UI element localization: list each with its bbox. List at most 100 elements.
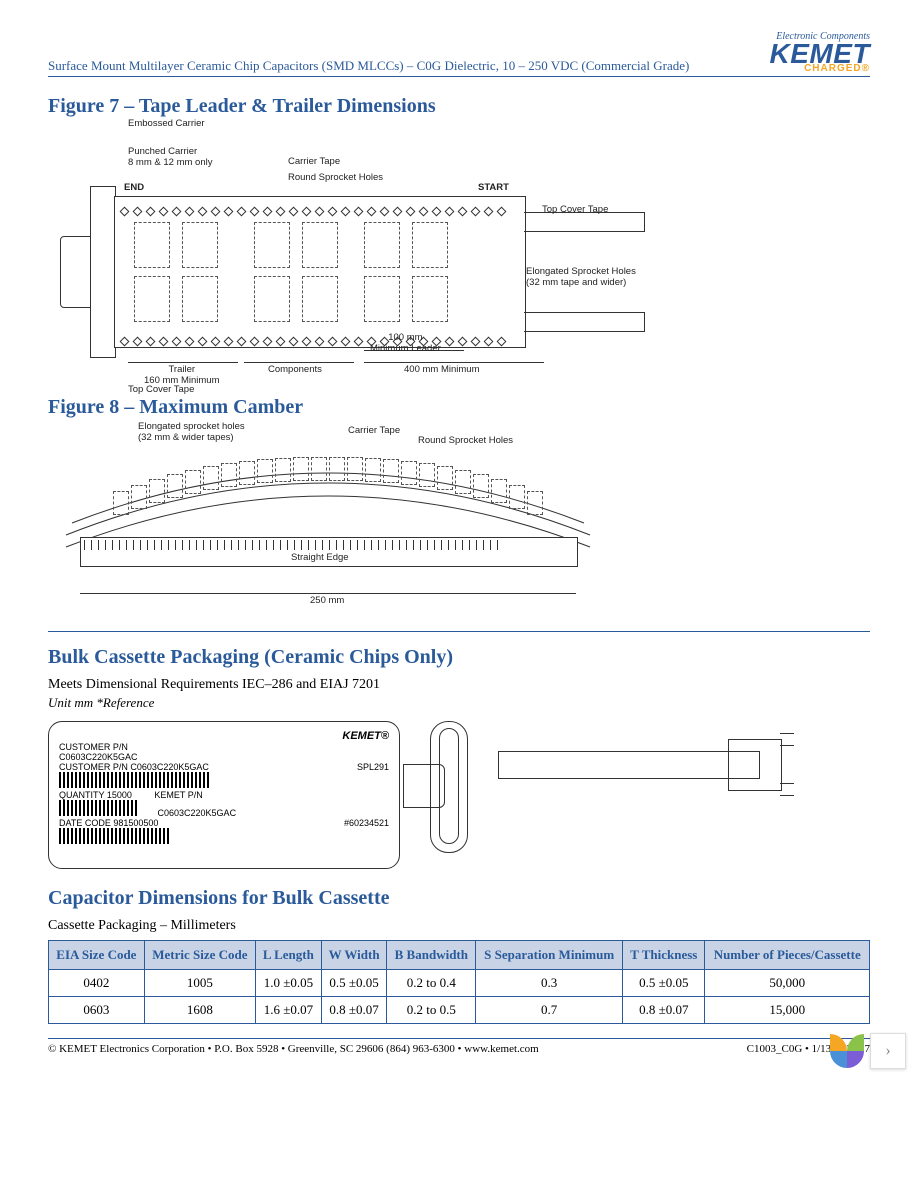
kemet-logo: Electronic Components KEMET CHARGED® — [770, 32, 871, 74]
nav-next-button[interactable]: › — [870, 1033, 906, 1069]
fig7-pocket — [302, 276, 338, 322]
table-cell: 0.2 to 0.4 — [387, 970, 476, 997]
chevron-right-icon: › — [885, 1042, 890, 1060]
section-divider — [48, 631, 870, 632]
dimensions-title: Capacitor Dimensions for Bulk Cassette — [48, 887, 870, 910]
fig7-pocket — [412, 276, 448, 322]
fig7-sprockets-bot — [118, 332, 520, 340]
fig7-dimline — [128, 362, 238, 363]
table-header: EIA Size Code — [49, 941, 145, 970]
table-cell: 0.8 ±0.07 — [623, 997, 705, 1024]
cassette-long-view — [498, 721, 798, 811]
fig8-dimline — [80, 593, 576, 594]
cassette-label-spl: SPL291 — [357, 762, 389, 772]
table-header: L Length — [256, 941, 322, 970]
fig8-label-length: 250 mm — [310, 595, 344, 606]
fig7-pocket — [302, 222, 338, 268]
cassette-top-view: KEMET® CUSTOMER P/N C0603C220K5GAC CUSTO… — [48, 721, 400, 869]
table-cell: 50,000 — [705, 970, 870, 997]
fig7-leader-bot — [524, 312, 645, 332]
table-header: T Thickness — [623, 941, 705, 970]
cassette-label-date: DATE CODE 981500500 — [59, 818, 158, 828]
cassette-tab — [403, 764, 445, 808]
cassette-label-custpn2: CUSTOMER P/N C0603C220K5GAC — [59, 762, 209, 772]
nav-widget: › — [830, 1033, 906, 1069]
cassette-label-custpnval: C0603C220K5GAC — [59, 752, 389, 762]
table-cell: 15,000 — [705, 997, 870, 1024]
fig7-tape-body — [114, 196, 526, 348]
figure8-diagram: Elongated sprocket holes (32 mm & wider … — [58, 427, 598, 617]
page-header: Surface Mount Multilayer Ceramic Chip Ca… — [48, 32, 870, 77]
table-row: 0603 1608 1.6 ±0.07 0.8 ±0.07 0.2 to 0.5… — [49, 997, 870, 1024]
fig7-label-carriertape: Carrier Tape — [288, 156, 340, 167]
fig7-dimline — [244, 362, 354, 363]
table-header: B Bandwidth — [387, 941, 476, 970]
fig7-label-components: Components — [268, 364, 322, 375]
table-cell: 0.5 ±0.05 — [321, 970, 387, 997]
fig7-label-leader400: 400 mm Minimum — [404, 364, 480, 375]
fig7-pocket — [254, 276, 290, 322]
fig8-label-straightedge: Straight Edge — [291, 552, 349, 563]
cassette-barcode — [59, 800, 139, 816]
cassette-label-lot: #60234521 — [344, 818, 389, 828]
fig7-dimline — [364, 362, 544, 363]
fig7-label-roundholes: Round Sprocket Holes — [288, 172, 383, 183]
fig7-label-embossed: Embossed Carrier — [128, 118, 205, 129]
document-title: Surface Mount Multilayer Ceramic Chip Ca… — [48, 58, 689, 74]
fig7-pocket — [182, 222, 218, 268]
dimensions-subtitle: Cassette Packaging – Millimeters — [48, 918, 870, 934]
fig7-label-punched: Punched Carrier 8 mm & 12 mm only — [128, 146, 212, 168]
fig7-pocket — [254, 222, 290, 268]
cassette-title: Bulk Cassette Packaging (Ceramic Chips O… — [48, 646, 870, 669]
fig7-pocket — [134, 222, 170, 268]
fig8-label-carriertape: Carrier Tape — [348, 425, 400, 436]
footer-left: © KEMET Electronics Corporation • P.O. B… — [48, 1043, 539, 1055]
cassette-barcode — [59, 828, 169, 844]
fig7-pocket — [412, 222, 448, 268]
table-row: 0402 1005 1.0 ±0.05 0.5 ±0.05 0.2 to 0.4… — [49, 970, 870, 997]
fig8-pockets-row — [78, 461, 578, 490]
table-header: S Separation Minimum — [476, 941, 623, 970]
fig7-leader-top — [524, 212, 645, 232]
fig7-sprockets-top — [118, 202, 520, 210]
fig7-label-topcover: Top Cover Tape — [542, 204, 608, 215]
figure8-title: Figure 8 – Maximum Camber — [48, 396, 870, 419]
table-cell: 1608 — [144, 997, 255, 1024]
cassette-barcode — [59, 772, 209, 788]
nav-logo-icon — [830, 1034, 864, 1068]
table-cell: 0.8 ±0.07 — [321, 997, 387, 1024]
table-header: W Width — [321, 941, 387, 970]
table-cell: 1.6 ±0.07 — [256, 997, 322, 1024]
table-cell: 0.7 — [476, 997, 623, 1024]
figure7-title: Figure 7 – Tape Leader & Trailer Dimensi… — [48, 95, 870, 118]
cassette-label-kemetpnval: C0603C220K5GAC — [158, 808, 237, 818]
cassette-label-qty: QUANTITY 15000 — [59, 790, 132, 800]
dimensions-table: EIA Size Code Metric Size Code L Length … — [48, 940, 870, 1024]
fig8-label-elongated: Elongated sprocket holes (32 mm & wider … — [138, 421, 245, 443]
fig7-label-elongated: Elongated Sprocket Holes (32 mm tape and… — [526, 266, 636, 288]
cassette-unitnote: Unit mm *Reference — [48, 695, 870, 711]
table-cell: 0.2 to 0.5 — [387, 997, 476, 1024]
cassette-label-brand: KEMET® — [59, 730, 389, 742]
cassette-diagram-row: KEMET® CUSTOMER P/N C0603C220K5GAC CUSTO… — [48, 721, 870, 869]
table-cell: 1005 — [144, 970, 255, 997]
table-header-row: EIA Size Code Metric Size Code L Length … — [49, 941, 870, 970]
cassette-label-custpn: CUSTOMER P/N — [59, 742, 389, 752]
table-cell: 1.0 ±0.05 — [256, 970, 322, 997]
fig7-pocket — [182, 276, 218, 322]
table-cell: 0.5 ±0.05 — [623, 970, 705, 997]
fig7-pocket — [364, 222, 400, 268]
fig8-ruler: Straight Edge — [80, 537, 578, 567]
cassette-label-kemetpn: KEMET P/N — [154, 790, 202, 800]
table-cell: 0402 — [49, 970, 145, 997]
figure7-diagram: Embossed Carrier Punched Carrier 8 mm & … — [68, 126, 688, 386]
page-footer: © KEMET Electronics Corporation • P.O. B… — [48, 1038, 870, 1055]
fig7-label-leader100: 100 mm Minimum Leader — [370, 332, 441, 354]
fig7-label-trailer: Trailer 160 mm Minimum — [144, 364, 220, 386]
cassette-subtitle: Meets Dimensional Requirements IEC–286 a… — [48, 677, 870, 693]
table-cell: 0603 — [49, 997, 145, 1024]
fig7-reel-flange — [90, 186, 116, 358]
fig7-label-start: START — [478, 182, 509, 193]
table-header: Number of Pieces/Cassette — [705, 941, 870, 970]
fig7-label-end: END — [124, 182, 144, 193]
